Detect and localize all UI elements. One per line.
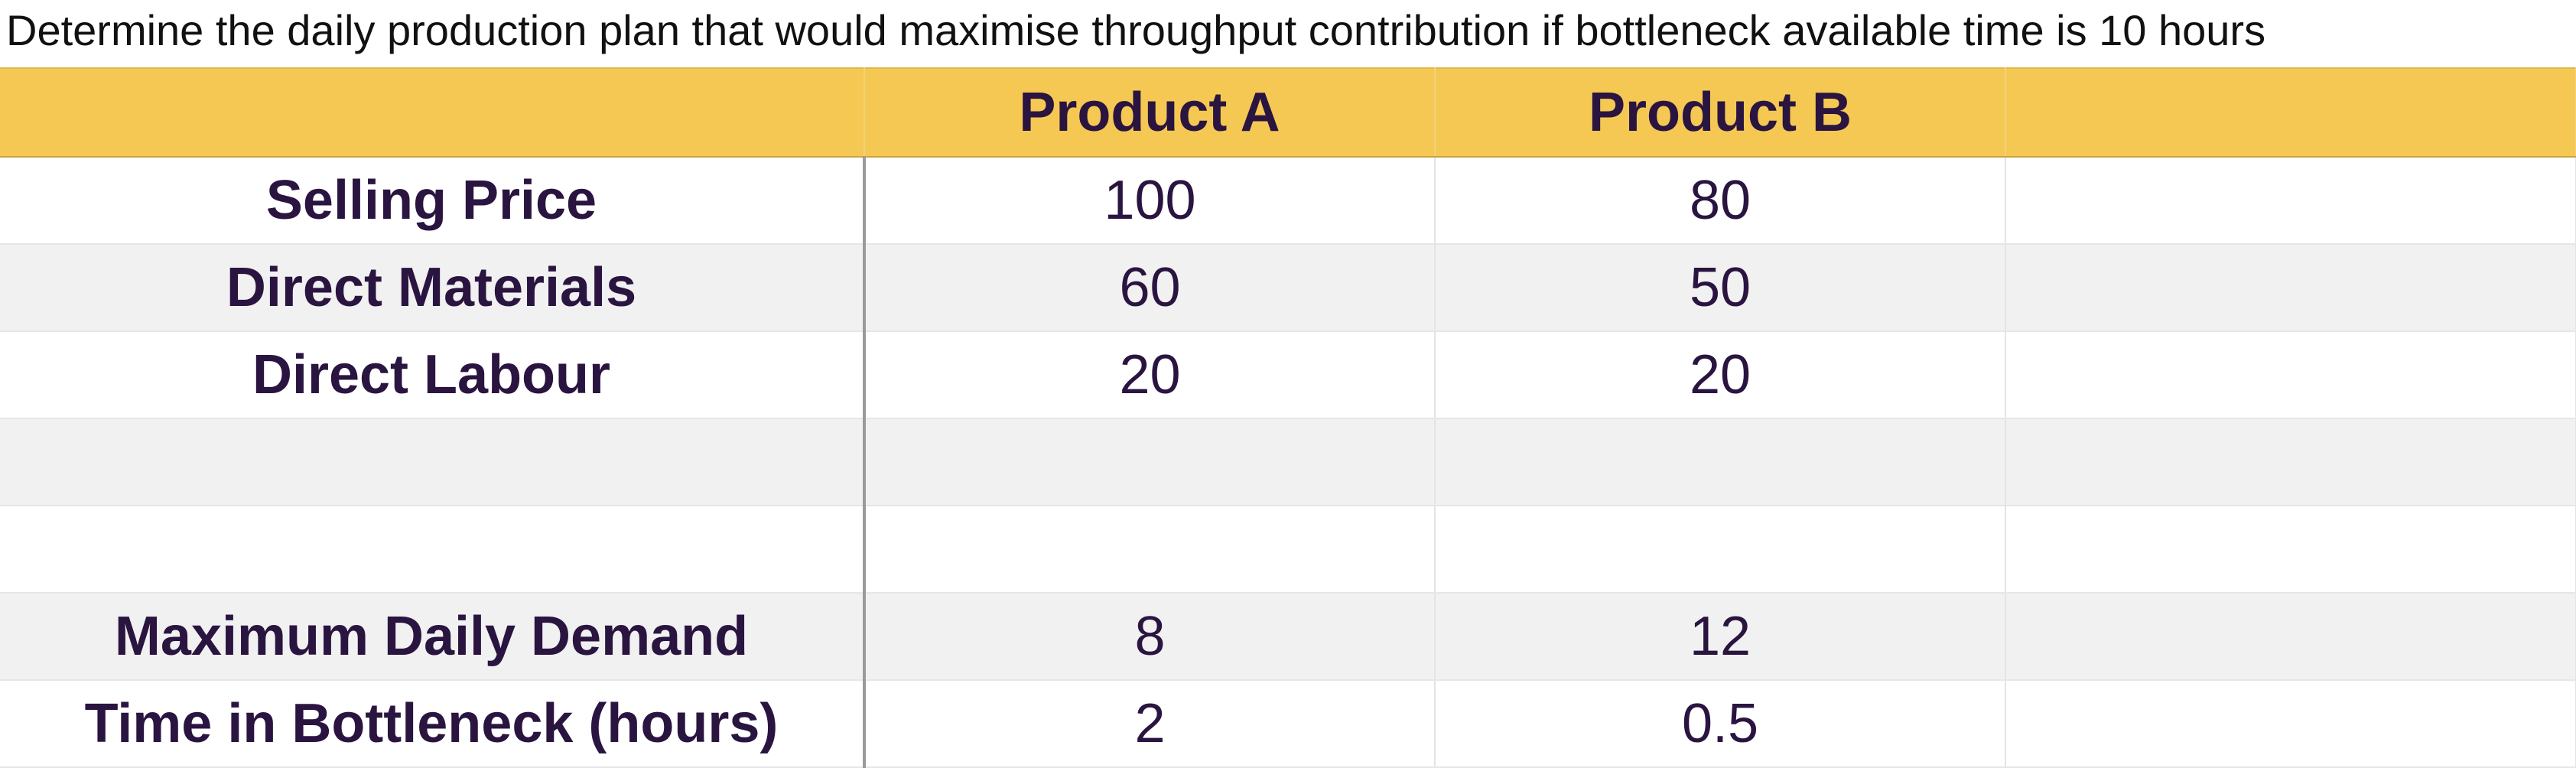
empty-cell[interactable] — [2005, 418, 2576, 506]
product-a-cell[interactable]: 100 — [864, 157, 1436, 245]
empty-cell[interactable] — [2005, 680, 2576, 768]
product-b-cell[interactable]: 12 — [1435, 593, 2006, 681]
product-b-cell[interactable]: 20 — [1435, 331, 2006, 419]
row-label-cell[interactable]: Selling Price — [0, 157, 866, 245]
product-a-cell[interactable]: 20 — [864, 331, 1436, 419]
row-label-cell[interactable] — [0, 506, 866, 594]
product-a-cell[interactable] — [864, 418, 1436, 506]
empty-cell[interactable] — [2005, 157, 2576, 245]
table-row-direct-materials: Direct Materials 60 50 — [0, 244, 2576, 332]
product-b-cell[interactable]: 80 — [1435, 157, 2006, 245]
row-label-cell[interactable] — [0, 418, 866, 506]
product-b-cell[interactable] — [1435, 418, 2006, 506]
data-table: Product A Product B Selling Price 100 80… — [0, 67, 2576, 768]
row-label-cell[interactable]: Direct Materials — [0, 244, 866, 332]
question-text: Determine the daily production plan that… — [6, 6, 2266, 54]
row-label-cell[interactable]: Maximum Daily Demand — [0, 593, 866, 681]
empty-cell[interactable] — [2005, 593, 2576, 681]
product-a-cell[interactable]: 60 — [864, 244, 1436, 332]
header-row: Product A Product B — [0, 67, 2576, 158]
product-a-cell[interactable] — [864, 506, 1436, 594]
product-b-cell[interactable]: 50 — [1435, 244, 2006, 332]
product-b-cell[interactable] — [1435, 506, 2006, 594]
product-b-cell[interactable]: 0.5 — [1435, 680, 2006, 768]
table-row-selling-price: Selling Price 100 80 — [0, 157, 2576, 245]
empty-cell[interactable] — [2005, 244, 2576, 332]
row-label-cell[interactable]: Direct Labour — [0, 331, 866, 419]
row-label-cell[interactable]: Time in Bottleneck (hours) — [0, 680, 866, 768]
header-cell-product-a[interactable]: Product A — [864, 67, 1436, 158]
empty-cell[interactable] — [2005, 506, 2576, 594]
header-cell-corner[interactable] — [0, 67, 865, 158]
table-row-blank-1 — [0, 418, 2576, 506]
table-row-blank-2 — [0, 506, 2576, 594]
header-cell-product-b[interactable]: Product B — [1435, 67, 2006, 158]
product-a-cell[interactable]: 2 — [864, 680, 1436, 768]
product-a-cell[interactable]: 8 — [864, 593, 1436, 681]
header-cell-empty[interactable] — [2005, 67, 2576, 158]
table-row-max-daily-demand: Maximum Daily Demand 8 12 — [0, 593, 2576, 681]
empty-cell[interactable] — [2005, 331, 2576, 419]
table-row-time-in-bottleneck: Time in Bottleneck (hours) 2 0.5 — [0, 680, 2576, 768]
table-row-direct-labour: Direct Labour 20 20 — [0, 331, 2576, 419]
